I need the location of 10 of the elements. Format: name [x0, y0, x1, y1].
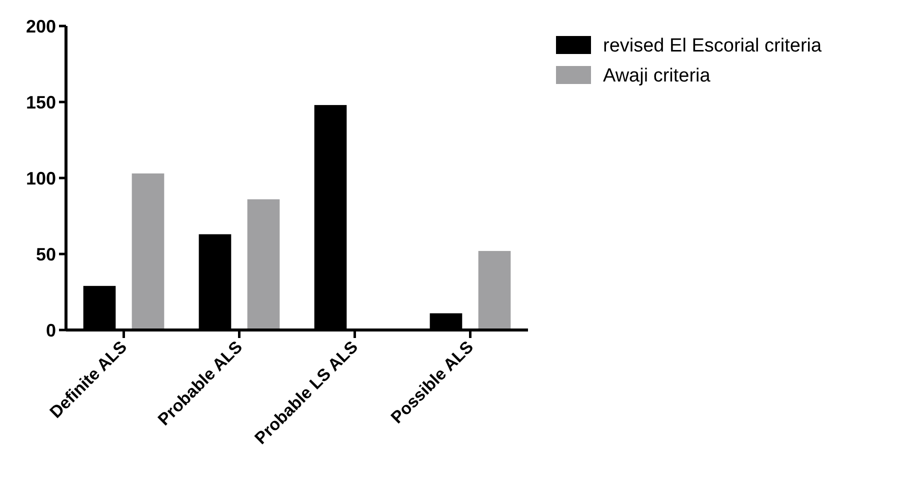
- y-tick-label: 0: [46, 320, 56, 340]
- y-tick-label: 150: [26, 92, 56, 112]
- bar: [132, 173, 164, 330]
- bar: [247, 199, 280, 330]
- legend-label: revised El Escorial criteria: [603, 36, 822, 57]
- y-tick-label: 100: [26, 168, 56, 188]
- y-tick-label: 50: [36, 244, 56, 264]
- legend-label: Awaji criteria: [603, 66, 711, 87]
- bar: [478, 250, 511, 330]
- y-tick-label: 200: [26, 16, 56, 36]
